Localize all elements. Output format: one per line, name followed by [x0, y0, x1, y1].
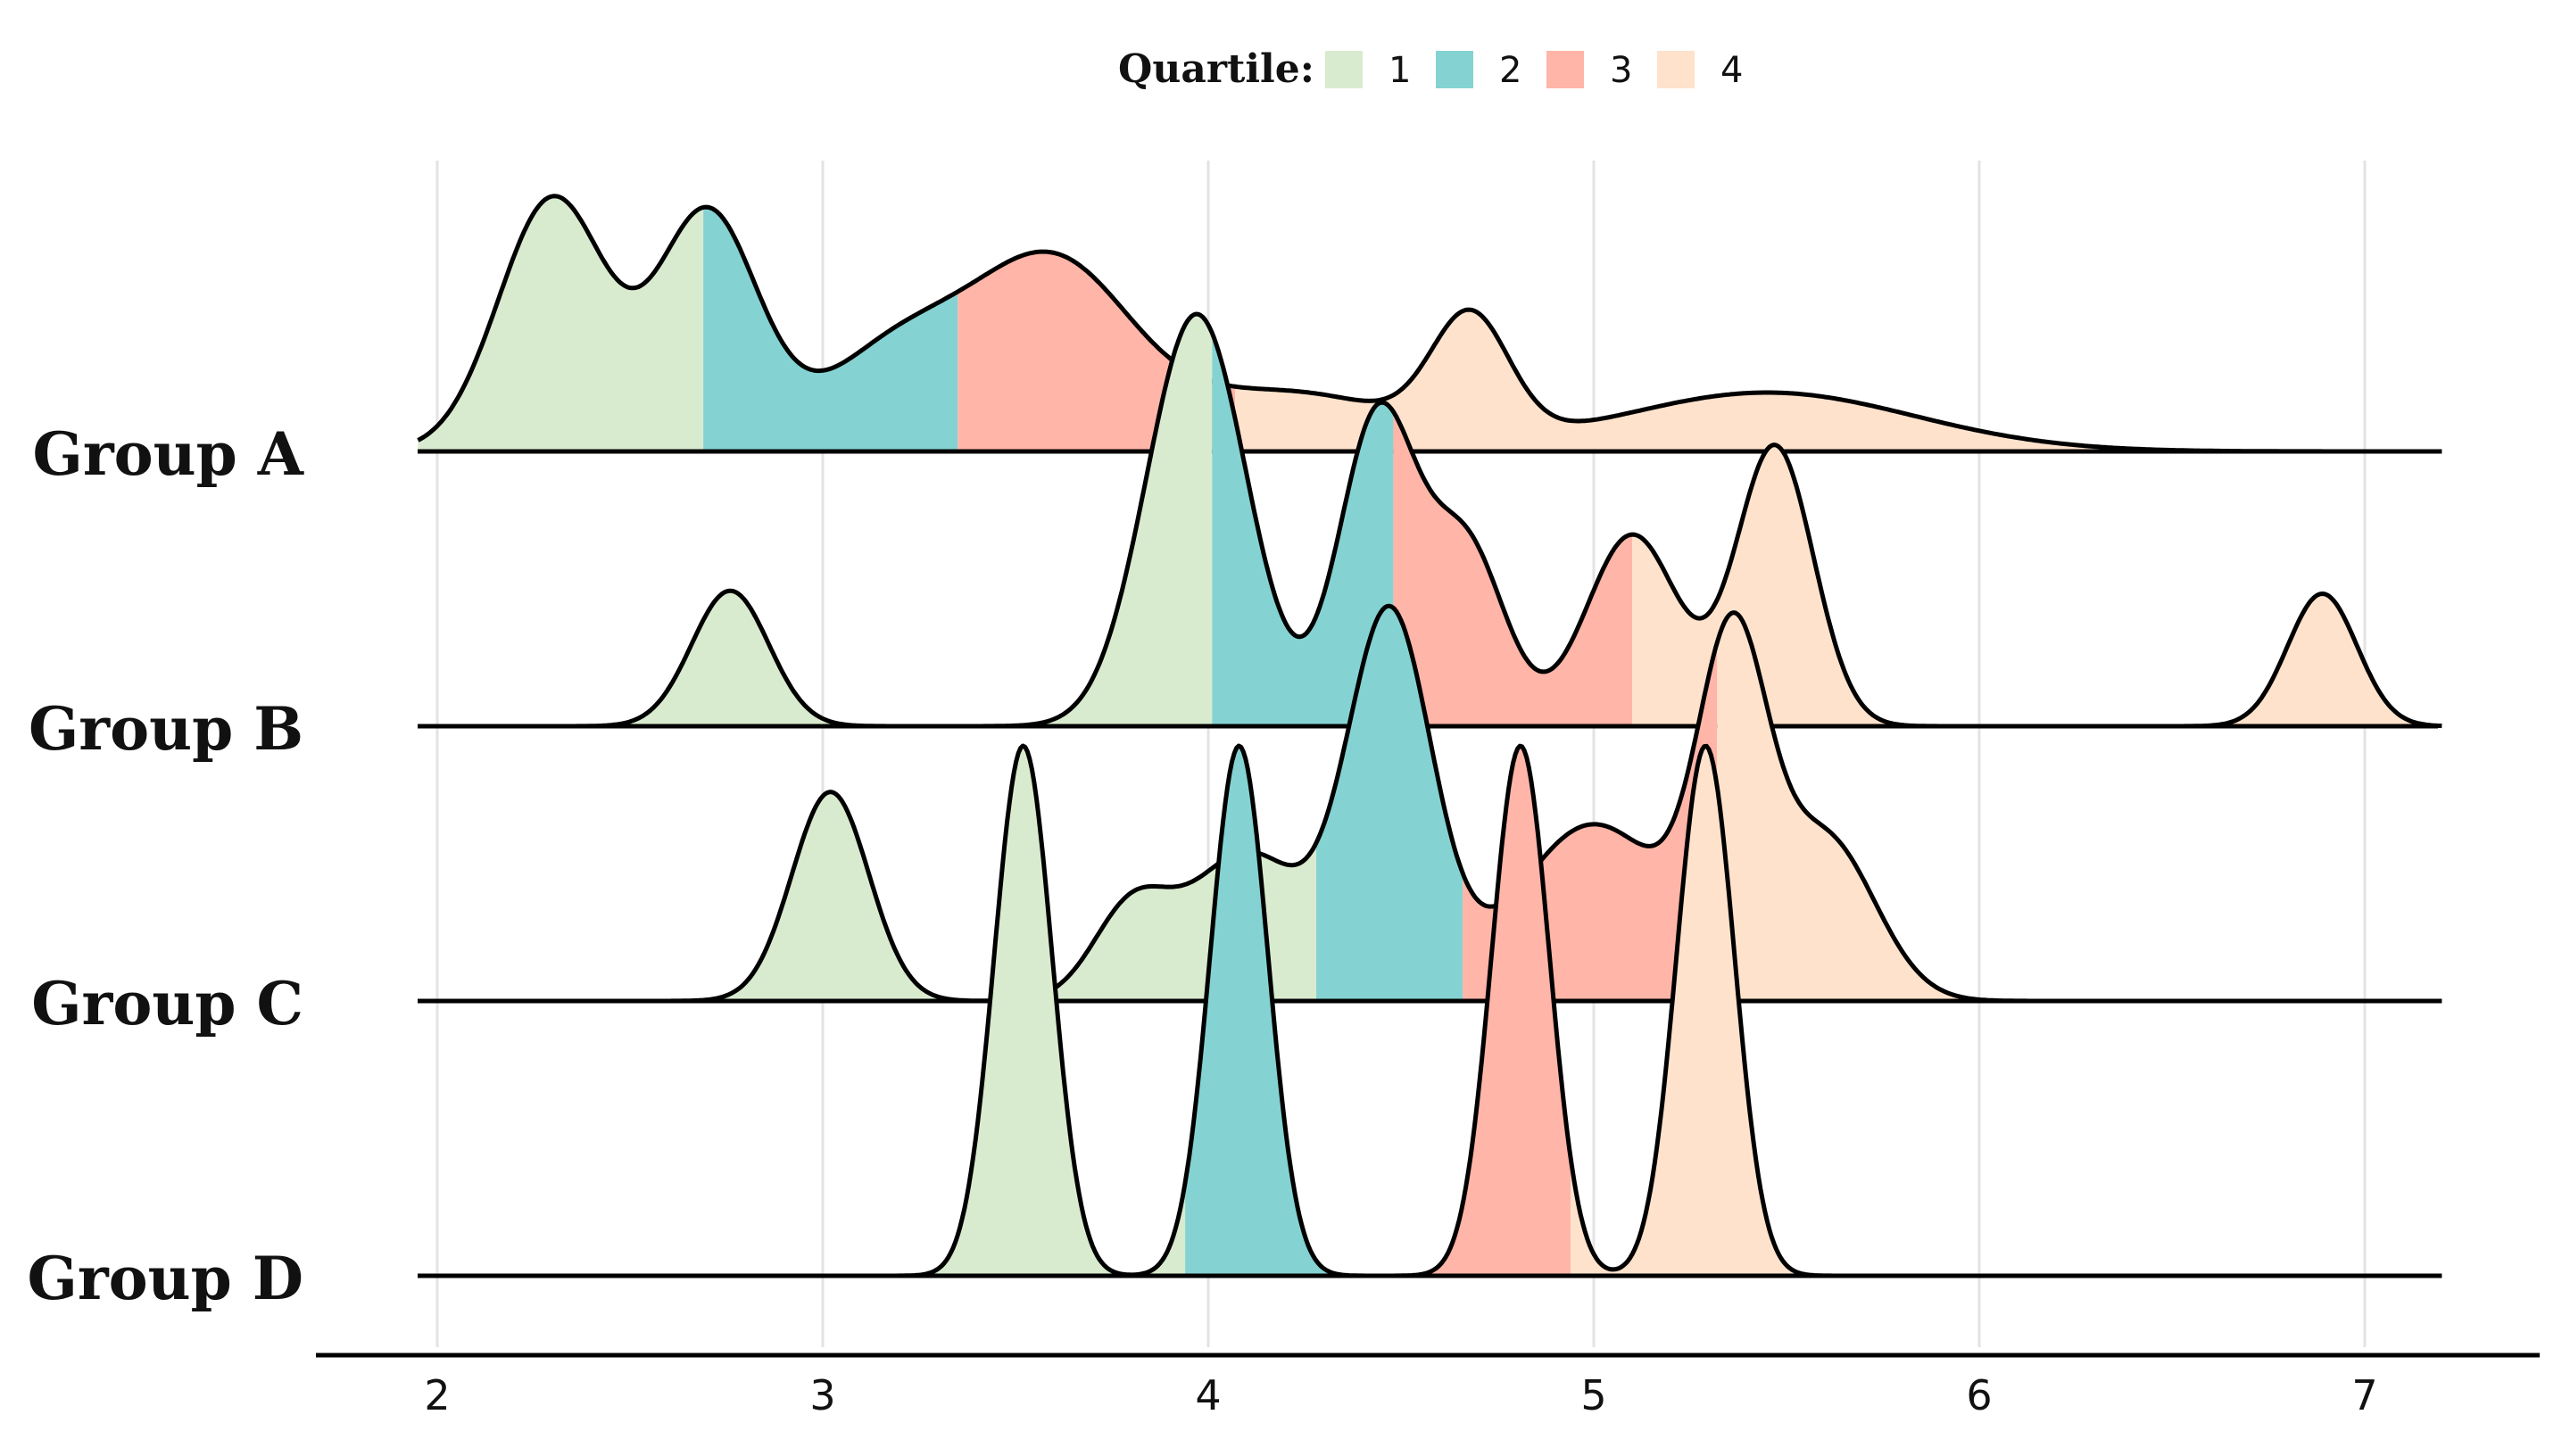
ridge-b-quartile-1 [418, 314, 1213, 726]
group-label-d: Group D [27, 1244, 303, 1313]
ridge-a-quartile-4 [1235, 310, 2442, 451]
x-tick-label-7: 7 [2351, 1371, 2377, 1419]
ridge-group-d [418, 743, 2442, 1278]
x-tick-label-3: 3 [809, 1371, 835, 1419]
group-labels: Group A Group B Group C Group D [27, 419, 303, 1313]
ridge-d-outline [418, 743, 2442, 1278]
group-label-c: Group C [31, 969, 303, 1038]
x-tick-label-6: 6 [1966, 1371, 1992, 1419]
ridges [417, 194, 2442, 1278]
ridge-b-quartile-4 [1632, 444, 2442, 726]
legend-label-quartile-4: 4 [1720, 50, 1743, 91]
ridge-d-quartile-1 [418, 746, 1186, 1276]
legend-label-quartile-2: 2 [1499, 50, 1521, 91]
ridge-d-quartile-3 [1408, 746, 1571, 1276]
legend-swatch-quartile-1 [1325, 51, 1363, 88]
ridge-c-outline [418, 603, 2442, 1004]
legend-swatch-quartile-3 [1546, 51, 1584, 88]
ridge-a-quartile-2 [703, 207, 958, 451]
ridge-d-quartile-4 [1571, 746, 2442, 1276]
legend-label-quartile-1: 1 [1389, 50, 1411, 91]
group-label-b: Group B [29, 694, 303, 764]
ridge-b-outline [418, 311, 2442, 729]
x-axis: 2 3 4 5 6 7 [316, 1353, 2540, 1419]
legend-swatch-quartile-2 [1436, 51, 1473, 88]
ridge-a-outline [417, 194, 2442, 454]
ridge-b-quartile-3 [1393, 411, 1633, 726]
x-tick-labels: 2 3 4 5 6 7 [424, 1371, 2377, 1419]
legend: Quartile: 1 2 3 4 [1118, 46, 1743, 92]
ridge-group-b [418, 311, 2442, 729]
ridge-c-quartile-1 [418, 791, 1316, 1001]
legend-title: Quartile: [1118, 46, 1314, 92]
ridge-b-quartile-2 [1212, 333, 1394, 726]
group-label-a: Group A [33, 419, 304, 489]
x-tick-label-2: 2 [424, 1371, 450, 1419]
legend-label-quartile-3: 3 [1610, 50, 1632, 91]
ridge-group-a [417, 194, 2442, 454]
legend-swatch-quartile-4 [1657, 51, 1695, 88]
ridge-a-quartile-1 [418, 195, 704, 452]
x-tick-label-5: 5 [1580, 1371, 1606, 1419]
x-tick-label-4: 4 [1195, 1371, 1221, 1419]
ridge-c-quartile-4 [1717, 612, 2442, 1001]
ridge-d-quartile-2 [1185, 746, 1409, 1276]
ridge-c-quartile-2 [1316, 606, 1463, 1001]
